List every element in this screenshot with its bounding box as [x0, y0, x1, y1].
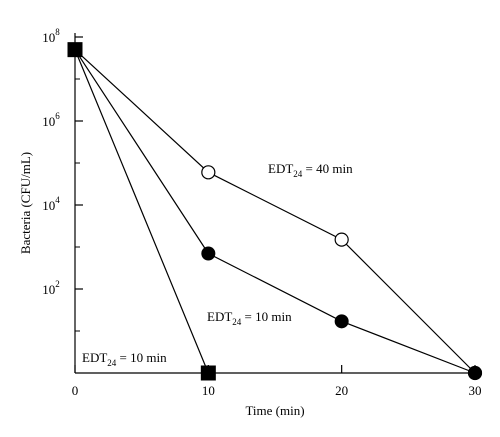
annotation-edt-10-circles: EDT24 = 10 min [207, 309, 292, 327]
y-tick-label: 108 [42, 27, 60, 45]
y-tick-label: 104 [42, 195, 60, 213]
x-ticks: 0 10 20 30 [72, 365, 482, 398]
data-point-open-circle [201, 165, 216, 180]
y-tick-label: 102 [42, 279, 60, 297]
x-axis-label: Time (min) [245, 403, 304, 418]
data-point-filled-circle [201, 246, 216, 261]
annotation-edt-10-squares: EDT24 = 10 min [82, 350, 167, 368]
x-tick-label: 0 [72, 383, 79, 398]
axes [74, 33, 475, 374]
series-line-0 [74, 49, 476, 374]
annotation-edt-40: EDT24 = 40 min [268, 161, 353, 179]
x-tick-label: 20 [335, 383, 348, 398]
data-markers [67, 42, 483, 381]
y-axis-label: Bacteria (CFU/mL) [18, 152, 33, 254]
data-point-filled-circle [468, 366, 482, 380]
x-tick-label: 30 [469, 383, 482, 398]
annotations: EDT24 = 40 min EDT24 = 10 min EDT24 = 10… [82, 161, 353, 368]
y-minor-ticks [75, 78, 80, 332]
y-tick-label: 106 [42, 111, 60, 129]
data-point-filled-circle [334, 314, 349, 329]
y-ticks: 102 104 106 108 [42, 27, 83, 297]
series-lines [74, 49, 476, 374]
data-point-square [200, 365, 216, 381]
data-point-square [67, 42, 83, 58]
series-line-2 [74, 49, 209, 374]
series-line-1 [74, 49, 476, 374]
x-tick-label: 10 [202, 383, 215, 398]
data-point-open-circle [334, 232, 349, 247]
